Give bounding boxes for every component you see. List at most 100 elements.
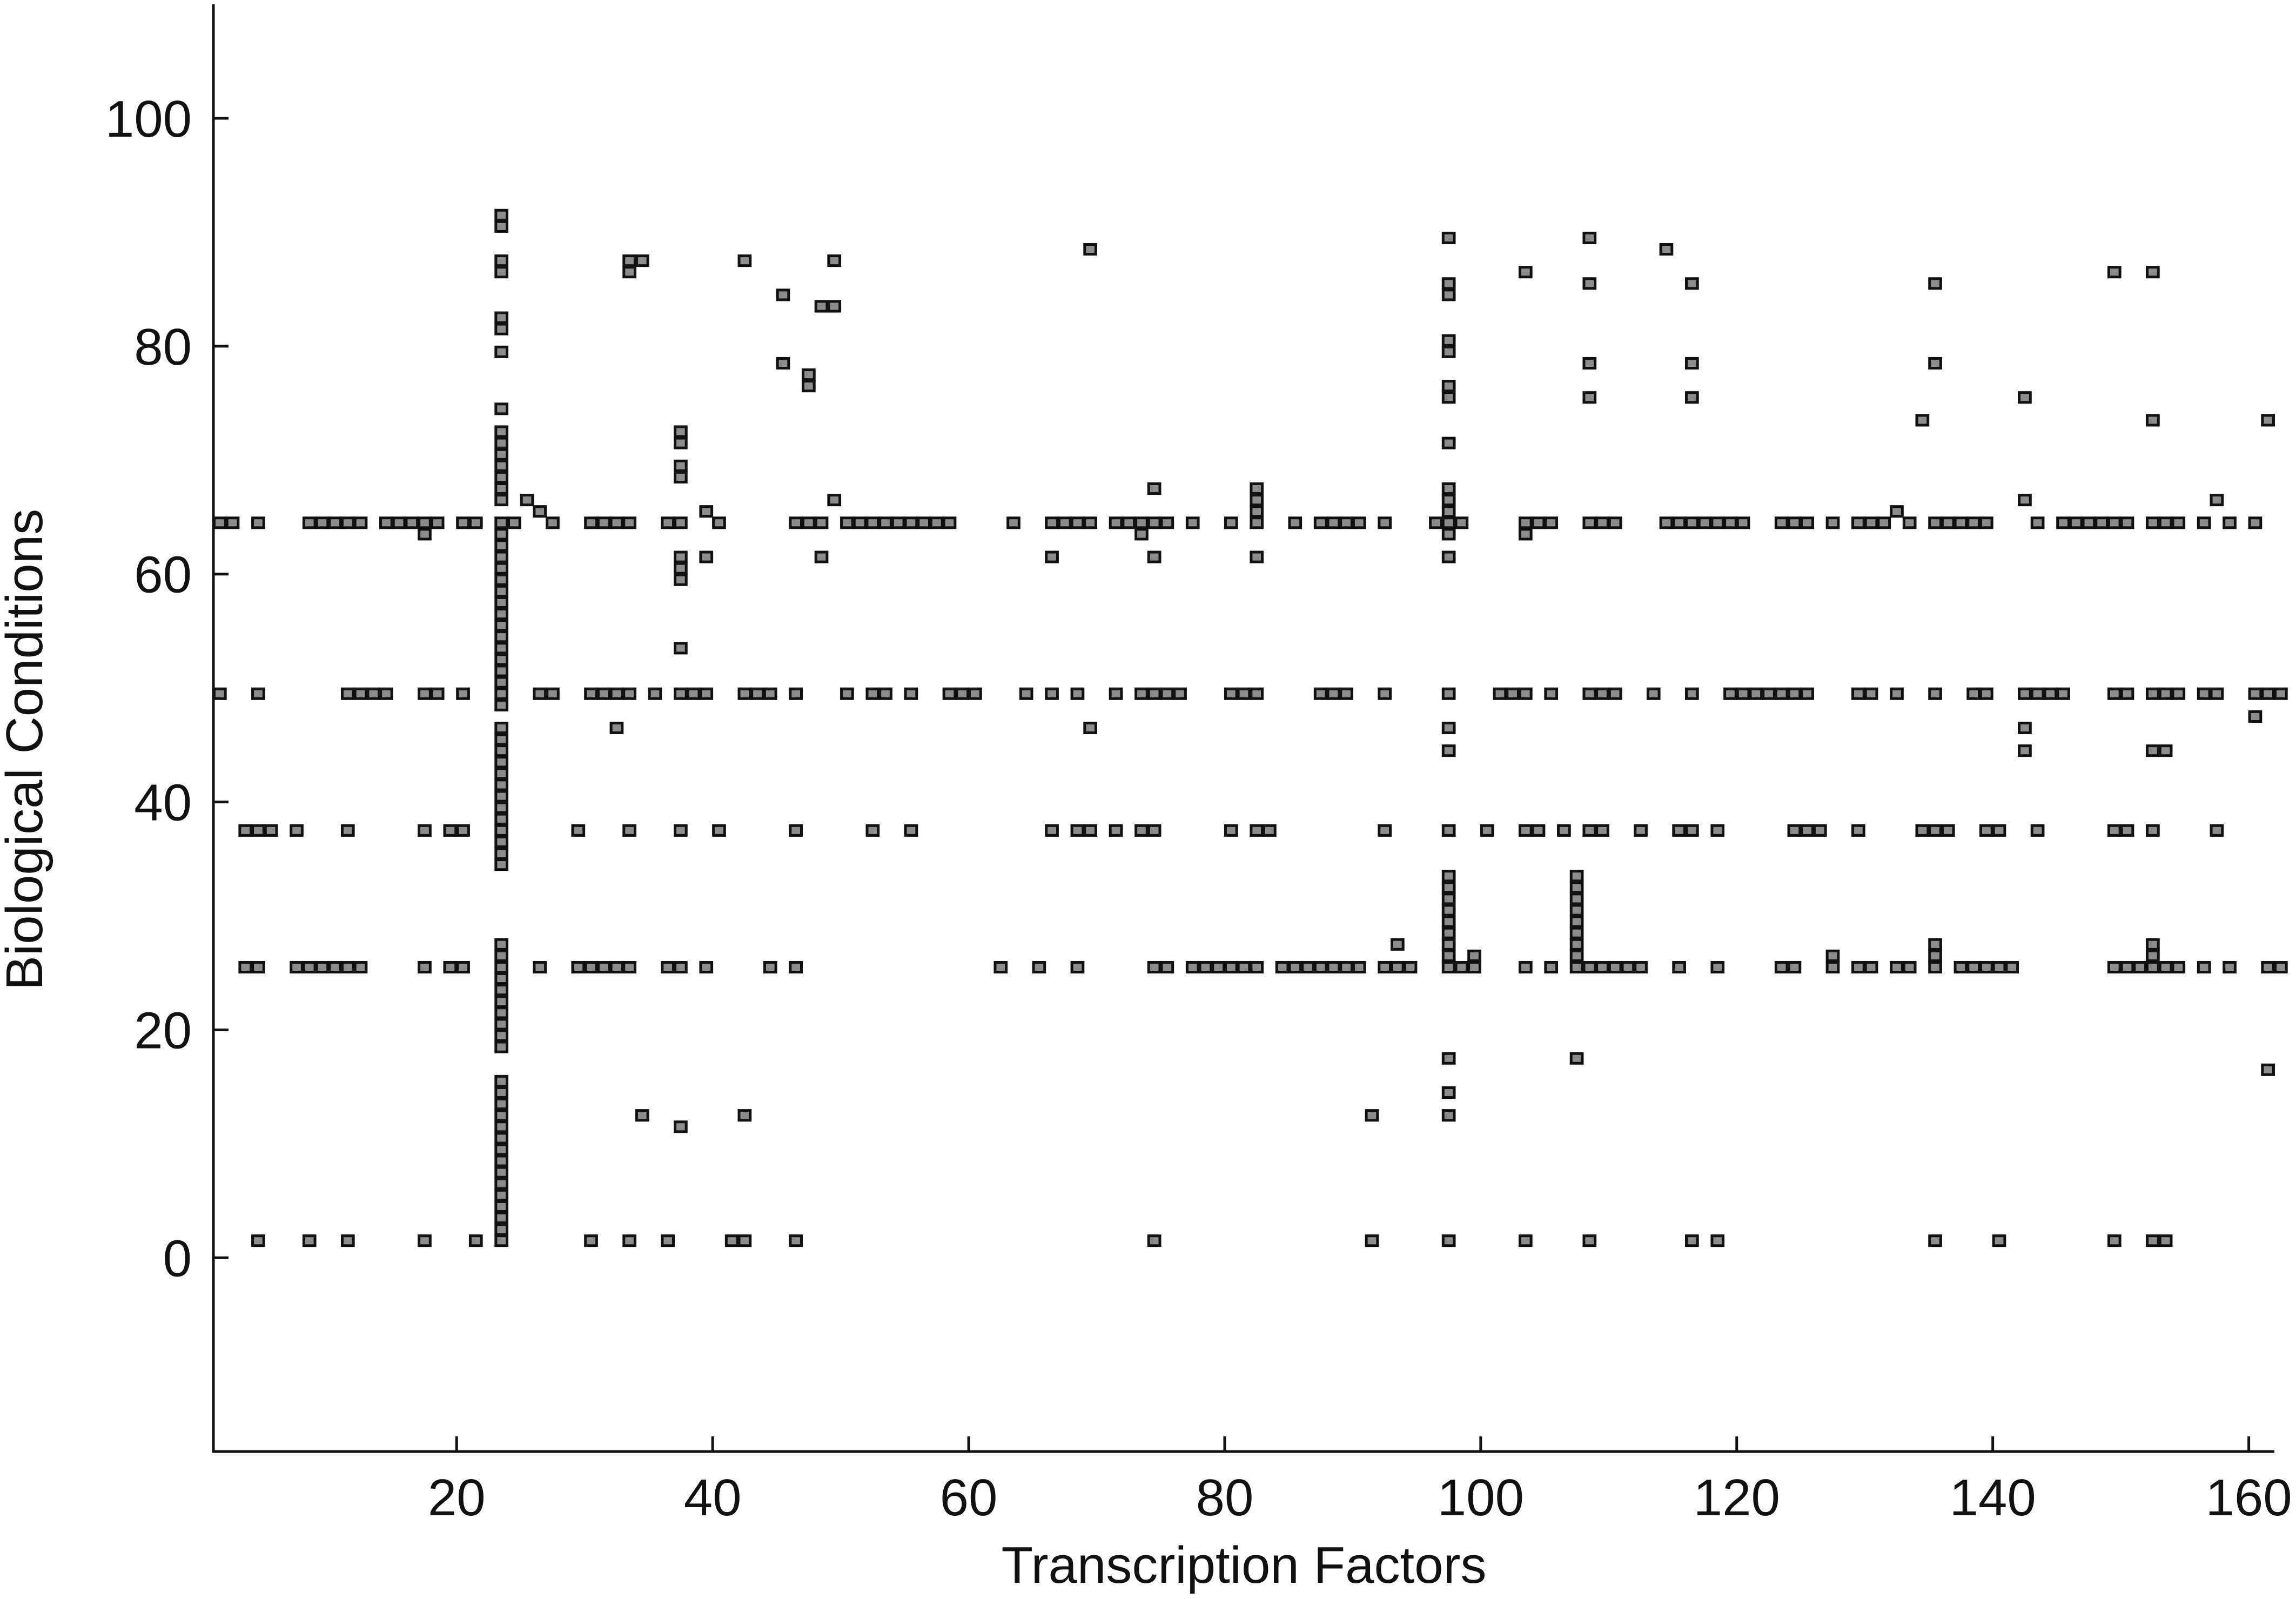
data-point: [1917, 415, 1928, 425]
data-point: [240, 962, 251, 972]
data-point: [970, 689, 981, 698]
data-point: [496, 1031, 507, 1040]
data-point: [790, 689, 802, 698]
data-point: [1571, 951, 1582, 960]
data-point: [1507, 689, 1519, 698]
data-point: [1533, 518, 1544, 528]
data-point: [2160, 746, 2171, 756]
data-point: [496, 575, 507, 584]
data-point: [2058, 689, 2069, 698]
data-point: [304, 962, 315, 972]
x-tick-label: 80: [1196, 1469, 1254, 1527]
data-point: [803, 370, 815, 380]
data-point: [1046, 518, 1058, 528]
data-point: [2224, 962, 2235, 972]
data-point: [1687, 393, 1698, 402]
data-point: [1290, 962, 1301, 972]
data-point: [1648, 689, 1659, 698]
data-point: [842, 518, 853, 528]
data-point: [854, 518, 865, 528]
data-point: [1712, 518, 1723, 528]
data-point: [1520, 267, 1531, 277]
data-point: [688, 689, 699, 698]
data-point: [342, 1236, 353, 1246]
data-point: [1162, 518, 1173, 528]
data-point: [496, 791, 507, 801]
data-point: [1059, 518, 1070, 528]
data-point: [496, 985, 507, 995]
data-point: [1942, 518, 1953, 528]
data-point: [1930, 825, 1941, 835]
data-point: [496, 689, 507, 698]
data-point: [1136, 518, 1147, 528]
data-point: [342, 518, 353, 528]
data-point: [496, 609, 507, 619]
data-point: [1033, 962, 1045, 972]
data-point: [458, 825, 469, 835]
data-point: [2083, 518, 2094, 528]
data-point: [1597, 962, 1608, 972]
data-point: [2147, 951, 2159, 960]
data-point: [1789, 689, 1800, 698]
data-point: [1571, 894, 1582, 904]
data-point: [253, 518, 264, 528]
data-point: [1789, 518, 1800, 528]
data-point: [611, 518, 622, 528]
data-point: [1315, 689, 1326, 698]
data-point: [1661, 518, 1672, 528]
data-point: [1149, 518, 1160, 528]
data-point: [496, 757, 507, 767]
data-point: [714, 825, 725, 835]
data-point: [675, 575, 687, 584]
data-point: [1110, 689, 1122, 698]
data-point: [2032, 825, 2043, 835]
data-point: [1200, 962, 1211, 972]
data-point: [2173, 518, 2184, 528]
data-point: [1968, 962, 1979, 972]
data-point: [1162, 689, 1173, 698]
data-point: [2147, 825, 2159, 835]
data-point: [496, 1087, 507, 1097]
data-point: [1443, 518, 1454, 528]
data-point: [2147, 939, 2159, 949]
data-point: [1981, 825, 1992, 835]
data-point: [662, 518, 674, 528]
data-point: [1494, 689, 1506, 698]
data-point: [790, 518, 802, 528]
data-point: [1520, 962, 1531, 972]
data-point: [496, 267, 507, 277]
data-point: [355, 689, 366, 698]
data-point: [1993, 1236, 2005, 1246]
data-point: [496, 597, 507, 607]
data-point: [1687, 1236, 1698, 1246]
data-point: [2275, 689, 2287, 698]
data-point: [1993, 962, 2005, 972]
data-point: [777, 290, 789, 300]
data-point: [1443, 1111, 1454, 1120]
data-point: [534, 689, 546, 698]
data-point: [496, 621, 507, 630]
data-point: [867, 825, 878, 835]
data-point: [1392, 962, 1404, 972]
data-point: [2019, 689, 2031, 698]
data-point: [624, 962, 635, 972]
data-point: [1085, 825, 1096, 835]
data-point: [1776, 518, 1787, 528]
data-point: [496, 735, 507, 744]
data-point: [496, 449, 507, 459]
data-point: [496, 632, 507, 642]
data-point: [2122, 689, 2133, 698]
data-point: [1162, 962, 1173, 972]
data-point: [1238, 689, 1250, 698]
x-tick-label: 20: [428, 1469, 486, 1527]
axis-ticks: [213, 118, 2249, 1452]
data-point: [2019, 746, 2031, 756]
data-point: [1917, 825, 1928, 835]
data-point: [1904, 518, 1915, 528]
data-point: [1303, 962, 1314, 972]
data-point: [547, 689, 559, 698]
data-point: [1443, 381, 1454, 391]
data-point: [1802, 689, 1813, 698]
data-point: [1981, 689, 1992, 698]
